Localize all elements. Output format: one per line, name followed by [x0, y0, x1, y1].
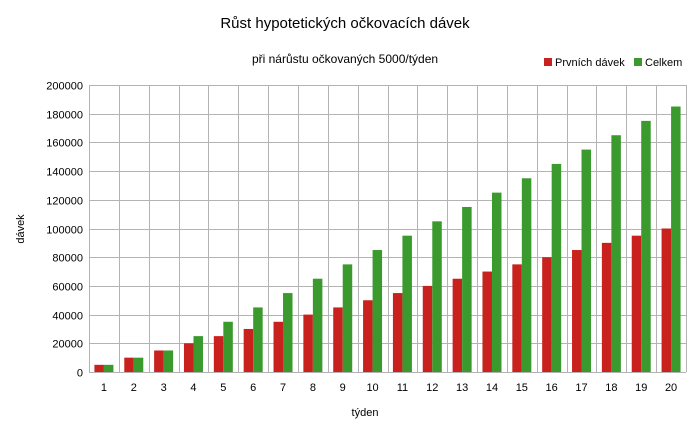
bar-first-doses-6 [243, 328, 254, 372]
y-tick-label: 80000 [52, 253, 83, 265]
bar-first-doses-8 [303, 314, 313, 372]
grid-layer [89, 85, 687, 373]
x-tick-label: 15 [516, 382, 528, 394]
bar-first-doses-3 [154, 350, 164, 372]
y-tick-label: 160000 [46, 138, 83, 150]
y-tick-label: 20000 [52, 339, 83, 351]
bar-total-20 [671, 106, 681, 373]
tick-labels-layer: 0 20000 40000 60000 80000 100000 120000 140000 1… [46, 81, 677, 395]
bar-total-1 [103, 364, 114, 372]
bar-total-18 [611, 135, 621, 372]
chart-title: Růst hypotetických očkovacích dávek [220, 15, 470, 32]
x-tick-label: 14 [486, 382, 498, 394]
legend-label-first-doses: Prvních dávek [555, 57, 625, 69]
bar-total-3 [163, 350, 174, 372]
chart-subtitle: při nárůstu očkovaných 5000/týden [252, 52, 438, 66]
y-tick-label: 180000 [46, 110, 83, 122]
legend-swatch-total [634, 58, 642, 66]
x-tick-label: 19 [635, 382, 647, 394]
x-tick-label: 3 [161, 382, 167, 394]
x-tick-label: 18 [605, 382, 617, 394]
x-tick-label: 12 [426, 382, 438, 394]
legend-label-total: Celkem [645, 57, 682, 69]
bar-first-doses-19 [631, 235, 642, 372]
bar-first-doses-14 [482, 271, 492, 372]
bar-total-16 [551, 163, 562, 372]
bar-total-14 [491, 192, 502, 372]
bar-total-12 [432, 221, 442, 372]
bar-first-doses-17 [572, 250, 582, 372]
bar-first-doses-2 [124, 357, 134, 372]
bar-total-6 [253, 307, 263, 372]
bar-first-doses-7 [273, 321, 284, 372]
bar-total-4 [193, 336, 203, 372]
x-tick-label: 10 [366, 382, 378, 394]
x-tick-label: 8 [310, 382, 316, 394]
x-tick-label: 11 [397, 382, 408, 394]
bar-first-doses-18 [601, 242, 612, 372]
x-tick-label: 2 [131, 382, 137, 394]
bar-total-11 [402, 235, 412, 372]
y-tick-label: 120000 [46, 196, 83, 208]
bar-first-doses-20 [661, 228, 672, 372]
y-tick-label: 0 [77, 368, 83, 380]
bar-first-doses-15 [512, 264, 522, 372]
bar-first-doses-4 [183, 343, 194, 372]
x-tick-label: 1 [101, 382, 107, 394]
bar-total-8 [312, 278, 323, 372]
y-tick-label: 200000 [46, 81, 83, 93]
bar-total-15 [521, 178, 532, 372]
x-tick-label: 16 [546, 382, 558, 394]
bars-layer [94, 106, 681, 373]
x-tick-label: 6 [250, 382, 256, 394]
y-tick-label: 60000 [52, 282, 83, 294]
x-axis-label: týden [352, 407, 379, 419]
bar-first-doses-13 [452, 278, 463, 372]
legend: Prvních dávek Celkem [544, 57, 682, 69]
x-tick-label: 4 [190, 382, 196, 394]
bar-total-17 [581, 149, 592, 372]
bar-first-doses-10 [363, 300, 373, 372]
bar-total-5 [223, 321, 233, 372]
x-tick-label: 17 [575, 382, 587, 394]
bar-total-2 [133, 357, 144, 372]
x-tick-label: 20 [665, 382, 677, 394]
bar-total-10 [372, 250, 383, 372]
bar-total-9 [342, 264, 353, 372]
y-tick-label: 100000 [46, 225, 83, 237]
x-tick-label: 5 [220, 382, 226, 394]
x-tick-label: 13 [456, 382, 468, 394]
legend-swatch-first-doses [544, 58, 552, 66]
bar-total-7 [283, 293, 293, 372]
bar-total-19 [641, 120, 651, 372]
bar-first-doses-1 [94, 364, 104, 372]
bar-total-13 [462, 206, 472, 372]
x-tick-label: 9 [340, 382, 346, 394]
y-tick-label: 140000 [46, 167, 83, 179]
x-tick-label: 7 [280, 382, 286, 394]
bar-first-doses-12 [422, 285, 433, 372]
y-tick-label: 40000 [52, 311, 83, 323]
y-axis-label: dávek [15, 214, 27, 244]
bar-first-doses-5 [213, 336, 224, 372]
bar-first-doses-16 [542, 257, 552, 372]
bar-first-doses-11 [392, 293, 403, 372]
bar-first-doses-9 [333, 307, 343, 372]
